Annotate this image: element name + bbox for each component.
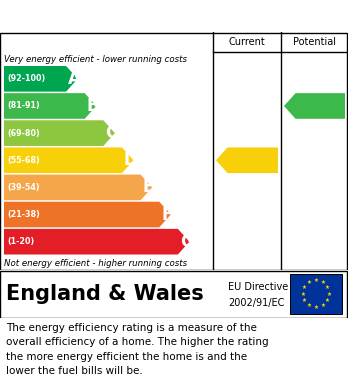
Text: EU Directive: EU Directive: [228, 282, 288, 292]
Text: The energy efficiency rating is a measure of the
overall efficiency of a home. T: The energy efficiency rating is a measur…: [6, 323, 269, 376]
Polygon shape: [4, 147, 134, 173]
Text: ★: ★: [300, 292, 305, 296]
Text: B: B: [87, 97, 100, 115]
Text: E: E: [143, 178, 154, 196]
Text: 82: 82: [310, 99, 330, 113]
Text: ★: ★: [320, 303, 325, 308]
Text: D: D: [124, 151, 138, 169]
Bar: [290, 274, 342, 314]
Polygon shape: [4, 174, 152, 200]
Text: ★: ★: [327, 292, 332, 296]
Text: (21-38): (21-38): [7, 210, 40, 219]
Text: ★: ★: [325, 285, 330, 290]
Text: (1-20): (1-20): [7, 237, 34, 246]
Polygon shape: [4, 229, 189, 255]
Text: (55-68): (55-68): [7, 156, 40, 165]
Text: (39-54): (39-54): [7, 183, 40, 192]
Text: ★: ★: [302, 298, 307, 303]
Text: ★: ★: [302, 285, 307, 290]
Text: (69-80): (69-80): [7, 129, 40, 138]
Text: ★: ★: [325, 298, 330, 303]
Polygon shape: [284, 93, 345, 119]
Text: C: C: [105, 124, 118, 142]
Polygon shape: [4, 202, 171, 227]
Text: (92-100): (92-100): [7, 74, 45, 83]
Text: G: G: [180, 233, 193, 251]
Text: Potential: Potential: [293, 37, 336, 47]
Text: ★: ★: [314, 305, 318, 310]
Polygon shape: [4, 120, 115, 146]
Text: Very energy efficient - lower running costs: Very energy efficient - lower running co…: [4, 54, 187, 63]
Text: F: F: [161, 206, 173, 224]
Text: England & Wales: England & Wales: [6, 284, 204, 304]
Text: 62: 62: [243, 153, 262, 167]
Polygon shape: [4, 93, 96, 119]
Text: ★: ★: [307, 280, 312, 285]
Polygon shape: [4, 66, 78, 91]
Text: 2002/91/EC: 2002/91/EC: [228, 298, 284, 308]
Text: Current: Current: [229, 37, 266, 47]
Text: (81-91): (81-91): [7, 101, 40, 111]
Text: Not energy efficient - higher running costs: Not energy efficient - higher running co…: [4, 258, 187, 267]
Text: Energy Efficiency Rating: Energy Efficiency Rating: [10, 7, 239, 25]
Text: ★: ★: [307, 303, 312, 308]
Text: ★: ★: [320, 280, 325, 285]
Polygon shape: [216, 147, 278, 173]
Text: ★: ★: [314, 278, 318, 283]
Text: A: A: [68, 70, 81, 88]
